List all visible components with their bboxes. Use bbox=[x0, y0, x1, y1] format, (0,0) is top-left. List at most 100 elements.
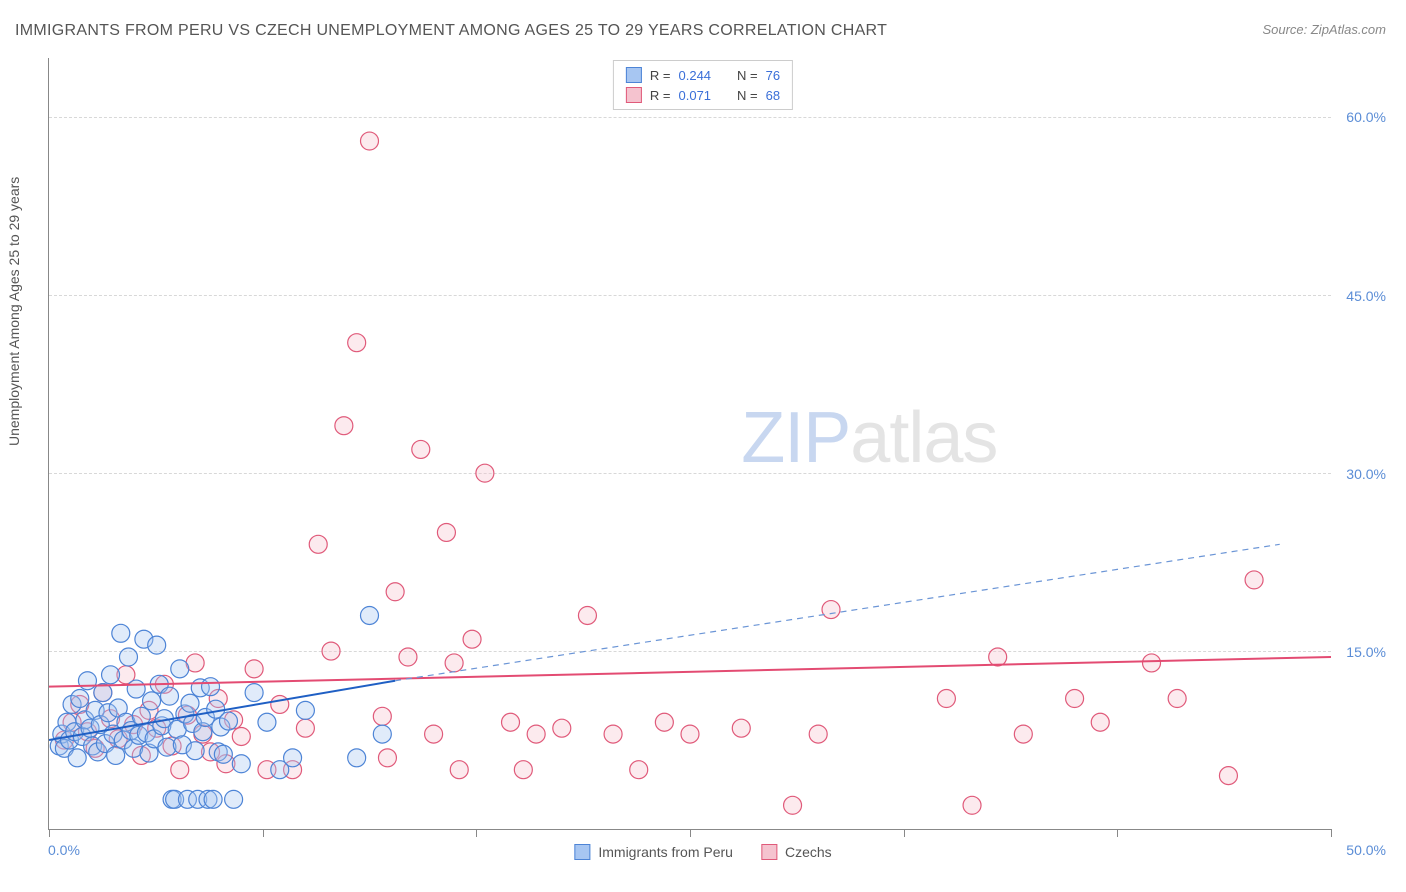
data-point bbox=[450, 761, 468, 779]
data-point bbox=[245, 684, 263, 702]
data-point bbox=[171, 761, 189, 779]
data-point bbox=[361, 132, 379, 150]
x-tick-0: 0.0% bbox=[48, 842, 80, 858]
legend-label-czech: Czechs bbox=[785, 844, 832, 860]
series-legend: Immigrants from Peru Czechs bbox=[574, 844, 831, 860]
data-point bbox=[425, 725, 443, 743]
trendline-czech bbox=[49, 657, 1331, 687]
data-point bbox=[1245, 571, 1263, 589]
swatch-peru bbox=[626, 67, 642, 83]
data-point bbox=[1168, 690, 1186, 708]
data-point bbox=[578, 607, 596, 625]
legend-item-peru: Immigrants from Peru bbox=[574, 844, 733, 860]
y-tick-label: 15.0% bbox=[1346, 644, 1386, 660]
data-point bbox=[335, 417, 353, 435]
data-point bbox=[127, 680, 145, 698]
data-point bbox=[296, 719, 314, 737]
x-tick-50: 50.0% bbox=[1346, 842, 1386, 858]
y-tick-label: 45.0% bbox=[1346, 288, 1386, 304]
data-point bbox=[373, 725, 391, 743]
y-tick-label: 60.0% bbox=[1346, 109, 1386, 125]
data-point bbox=[445, 654, 463, 672]
x-tick-mark bbox=[1117, 829, 1118, 837]
x-tick-mark bbox=[476, 829, 477, 837]
data-point bbox=[296, 701, 314, 719]
r-value-czech: 0.071 bbox=[678, 88, 711, 103]
data-point bbox=[258, 713, 276, 731]
data-point bbox=[784, 796, 802, 814]
x-tick-mark bbox=[49, 829, 50, 837]
r-label-czech: R = bbox=[650, 88, 671, 103]
data-point bbox=[822, 601, 840, 619]
legend-swatch-czech bbox=[761, 844, 777, 860]
chart-svg bbox=[49, 58, 1331, 829]
data-point bbox=[348, 749, 366, 767]
data-point bbox=[284, 749, 302, 767]
data-point bbox=[732, 719, 750, 737]
stats-legend: R = 0.244 N = 76 R = 0.071 N = 68 bbox=[613, 60, 793, 110]
stats-row-peru: R = 0.244 N = 76 bbox=[626, 65, 780, 85]
data-point bbox=[378, 749, 396, 767]
data-point bbox=[119, 648, 137, 666]
y-axis-label: Unemployment Among Ages 25 to 29 years bbox=[6, 177, 22, 446]
data-point bbox=[399, 648, 417, 666]
data-point bbox=[809, 725, 827, 743]
x-tick-mark bbox=[1331, 829, 1332, 837]
legend-label-peru: Immigrants from Peru bbox=[598, 844, 733, 860]
data-point bbox=[219, 712, 237, 730]
data-point bbox=[202, 678, 220, 696]
data-point bbox=[476, 464, 494, 482]
data-point bbox=[112, 624, 130, 642]
x-tick-mark bbox=[263, 829, 264, 837]
data-point bbox=[527, 725, 545, 743]
data-point bbox=[348, 334, 366, 352]
legend-swatch-peru bbox=[574, 844, 590, 860]
data-point bbox=[502, 713, 520, 731]
data-point bbox=[68, 749, 86, 767]
r-value-peru: 0.244 bbox=[678, 68, 711, 83]
n-label-czech: N = bbox=[737, 88, 758, 103]
data-point bbox=[232, 755, 250, 773]
data-point bbox=[186, 742, 204, 760]
data-point bbox=[232, 727, 250, 745]
chart-title: IMMIGRANTS FROM PERU VS CZECH UNEMPLOYME… bbox=[15, 22, 887, 40]
data-point bbox=[148, 636, 166, 654]
data-point bbox=[1143, 654, 1161, 672]
data-point bbox=[161, 687, 179, 705]
n-value-peru: 76 bbox=[766, 68, 780, 83]
data-point bbox=[1014, 725, 1032, 743]
data-point bbox=[171, 660, 189, 678]
data-point bbox=[386, 583, 404, 601]
data-point bbox=[412, 440, 430, 458]
source-attribution: Source: ZipAtlas.com bbox=[1262, 22, 1386, 37]
legend-item-czech: Czechs bbox=[761, 844, 832, 860]
plot-area: ZIPatlas bbox=[48, 58, 1331, 830]
data-point bbox=[143, 692, 161, 710]
stats-row-czech: R = 0.071 N = 68 bbox=[626, 85, 780, 105]
data-point bbox=[437, 523, 455, 541]
r-label-peru: R = bbox=[650, 68, 671, 83]
data-point bbox=[322, 642, 340, 660]
data-point bbox=[989, 648, 1007, 666]
data-point bbox=[630, 761, 648, 779]
data-point bbox=[681, 725, 699, 743]
data-point bbox=[1091, 713, 1109, 731]
x-tick-mark bbox=[904, 829, 905, 837]
y-tick-label: 30.0% bbox=[1346, 466, 1386, 482]
data-point bbox=[214, 745, 232, 763]
data-point bbox=[78, 672, 96, 690]
swatch-czech bbox=[626, 87, 642, 103]
data-point bbox=[514, 761, 532, 779]
data-point bbox=[1219, 767, 1237, 785]
data-point bbox=[309, 535, 327, 553]
n-value-czech: 68 bbox=[766, 88, 780, 103]
data-point bbox=[225, 790, 243, 808]
data-point bbox=[373, 707, 391, 725]
data-point bbox=[937, 690, 955, 708]
data-point bbox=[1066, 690, 1084, 708]
data-point bbox=[204, 790, 222, 808]
x-tick-mark bbox=[690, 829, 691, 837]
data-point bbox=[181, 694, 199, 712]
data-point bbox=[553, 719, 571, 737]
data-point bbox=[655, 713, 673, 731]
